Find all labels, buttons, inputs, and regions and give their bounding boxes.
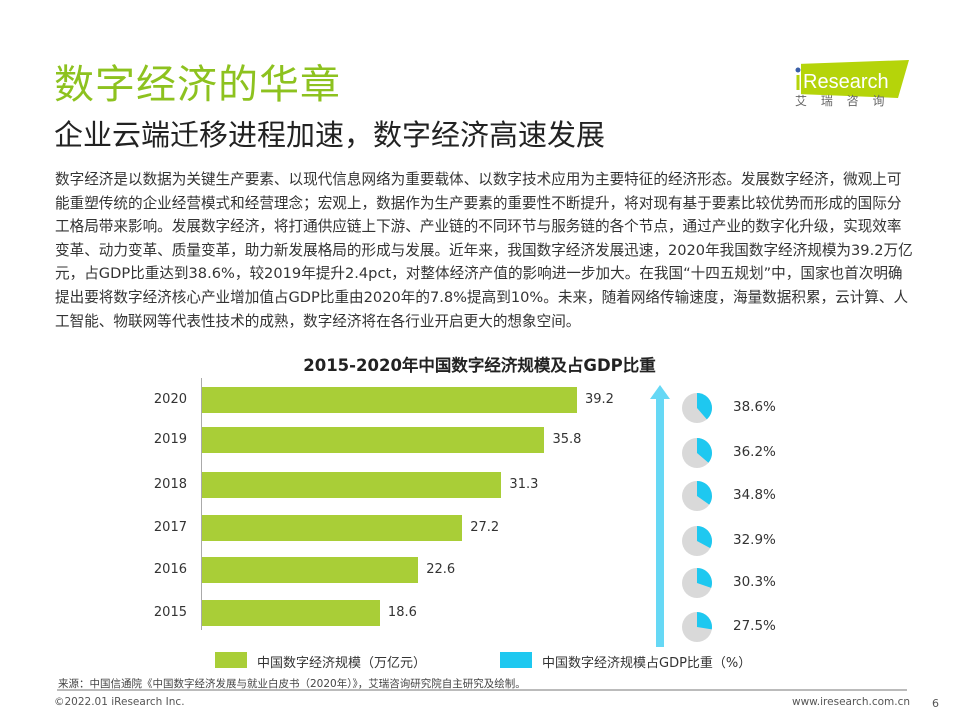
y-tick-label: 2016 <box>153 562 187 577</box>
slide-subtitle: 企业云端迁移进程加速，数字经济高速发展 <box>54 118 606 152</box>
share-pie-icon <box>682 438 712 468</box>
y-tick-label: 2018 <box>153 477 187 492</box>
share-value-label: 36.2% <box>733 444 776 460</box>
bar <box>202 557 419 583</box>
pie-slice <box>697 612 712 630</box>
bar <box>202 387 577 413</box>
svg-text:Research: Research <box>803 71 889 93</box>
y-tick-label: 2017 <box>153 520 187 535</box>
logo-cn-text: 艾 瑞 咨 询 <box>795 94 890 108</box>
share-value-label: 30.3% <box>733 574 776 590</box>
pie-slice <box>697 438 712 463</box>
growth-arrow-icon <box>650 385 670 647</box>
footer-divider <box>57 689 907 691</box>
share-value-label: 34.8% <box>733 487 776 503</box>
share-pie-icon <box>682 526 712 556</box>
pie-slice <box>697 526 712 549</box>
bar-value-label: 18.6 <box>387 605 417 620</box>
bar-value-label: 27.2 <box>470 520 500 535</box>
share-value-label: 27.5% <box>733 618 776 634</box>
bar-value-label: 35.8 <box>552 432 582 447</box>
share-pie-icon <box>682 612 712 642</box>
pie-slice <box>697 481 712 505</box>
legend-swatch-share <box>500 652 532 668</box>
chart-title: 2015-2020年中国数字经济规模及占GDP比重 <box>303 356 656 375</box>
pie-slice <box>697 568 712 588</box>
bar <box>202 515 463 541</box>
bar-value-label: 31.3 <box>509 477 539 492</box>
share-value-label: 38.6% <box>733 399 776 415</box>
bar <box>202 427 545 453</box>
legend-label-scale: 中国数字经济规模（万亿元） <box>257 656 427 671</box>
legend-swatch-scale <box>215 652 247 668</box>
share-pie-icon <box>682 568 712 598</box>
legend-label-share: 中国数字经济规模占GDP比重（%） <box>542 656 752 671</box>
share-pie-icon <box>682 393 712 423</box>
y-tick-label: 2020 <box>153 392 187 407</box>
iresearch-logo: Research 艾 瑞 咨 询 <box>795 50 910 108</box>
share-pie-icon <box>682 481 712 511</box>
bar-value-label: 39.2 <box>585 392 614 407</box>
share-value-label: 32.9% <box>733 532 776 548</box>
body-paragraph: 数字经济是以数据为关键生产要素、以现代信息网络为重要载体、以数字技术应用为主要特… <box>55 171 913 330</box>
page-number: 6 <box>932 697 939 710</box>
y-axis-line <box>201 378 202 630</box>
bar-value-label: 22.6 <box>426 562 456 577</box>
pie-slice <box>697 393 712 420</box>
website-link[interactable]: www.iresearch.com.cn <box>792 696 911 708</box>
bar <box>202 600 380 626</box>
copyright: ©2022.01 iResearch Inc. <box>54 696 185 708</box>
source-note: 来源：中国信通院《中国数字经济发展与就业白皮书（2020年）》，艾瑞咨询研究院自… <box>58 678 526 690</box>
y-tick-label: 2015 <box>153 605 187 620</box>
slide-title: 数字经济的华章 <box>54 62 341 108</box>
bar <box>202 472 502 498</box>
y-tick-label: 2019 <box>153 432 187 447</box>
